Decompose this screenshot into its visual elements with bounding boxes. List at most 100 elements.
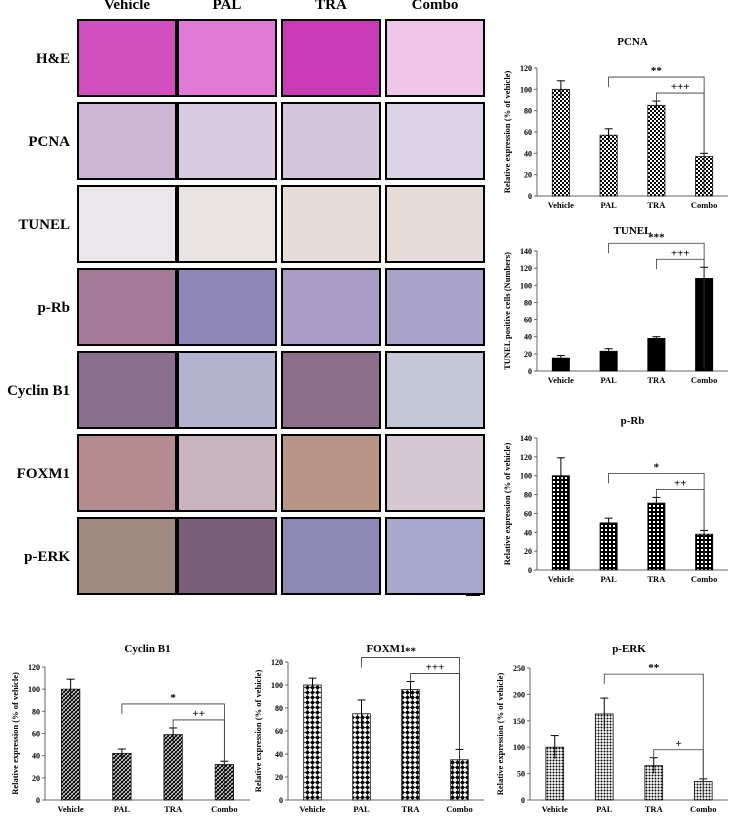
y-tick-label: 50 (517, 770, 525, 779)
x-tick-label: TRA (647, 574, 666, 584)
bar (61, 688, 81, 801)
significance-label: * (654, 461, 660, 473)
y-axis-label: Relative expression (% of vehicle) (10, 672, 20, 795)
significance-label: + (675, 738, 681, 750)
x-tick-label: Combo (691, 200, 717, 210)
y-tick-label: 80 (32, 707, 40, 716)
significance-bracket (655, 489, 705, 568)
bar (303, 684, 322, 801)
chart: TUNEL TUNEL positive cells (Numbers) 0 20 40… (502, 225, 728, 385)
row-label: TUNEL (18, 217, 70, 233)
y-tick-label: 40 (524, 149, 532, 158)
significance-bracket (655, 92, 705, 194)
chart-title: FOXM1 (366, 643, 405, 655)
y-tick-label: 250 (513, 664, 525, 673)
y-tick-label: 80 (524, 107, 532, 116)
y-tick-label: 60 (524, 509, 532, 518)
x-tick-label: Vehicle (548, 200, 574, 210)
significance-label: +++ (426, 662, 445, 674)
bar (163, 734, 183, 801)
y-tick-label: 120 (520, 264, 532, 273)
significance-label: * (170, 692, 176, 704)
micrograph (281, 102, 381, 180)
micrograph (385, 19, 485, 97)
x-tick-label: PAL (600, 574, 617, 584)
micrograph (281, 268, 381, 346)
significance-label: *** (648, 231, 665, 243)
y-tick-label: 40 (32, 752, 40, 761)
micrograph (177, 102, 277, 180)
significance-label: ** (648, 662, 660, 674)
y-tick-label: 120 (520, 64, 532, 73)
chart-title: Cyclin B1 (124, 643, 170, 655)
y-tick-label: 40 (524, 528, 532, 537)
x-tick-label: TRA (647, 375, 666, 385)
significance-bracket (653, 749, 704, 798)
chart-title: PCNA (617, 36, 648, 48)
x-tick-label: TRA (645, 804, 664, 814)
y-tick-label: 100 (513, 743, 525, 752)
chart: p-ERK Relative expression (% of vehicle) 0… (495, 643, 728, 814)
chart-title: TUNEL (614, 225, 652, 237)
x-tick-label: TRA (402, 804, 421, 814)
bar (599, 522, 618, 571)
row-label: H&E (36, 51, 70, 67)
micrograph (281, 185, 381, 263)
bar (112, 753, 132, 801)
y-axis-label: Relative expression (% of vehicle) (502, 71, 512, 194)
y-tick-label: 120 (520, 453, 532, 462)
column-label: TRA (315, 0, 347, 13)
y-tick-label: 120 (271, 658, 283, 667)
y-tick-label: 20 (524, 350, 532, 359)
x-tick-label: PAL (600, 375, 617, 385)
y-axis-label: TUNEL positive cells (Numbers) (502, 252, 512, 370)
y-tick-label: 80 (524, 298, 532, 307)
y-tick-label: 100 (520, 281, 532, 290)
chart-title: p-ERK (612, 643, 646, 655)
micrograph (177, 351, 277, 429)
micrograph (385, 351, 485, 429)
micrograph (77, 351, 177, 429)
y-tick-label: 0 (528, 566, 532, 575)
micrograph (385, 434, 485, 512)
x-tick-label: Vehicle (548, 375, 574, 385)
y-tick-label: 100 (271, 681, 283, 690)
y-tick-label: 100 (520, 85, 532, 94)
bar (647, 338, 666, 372)
micrograph (177, 268, 277, 346)
micrograph (177, 517, 277, 595)
micrograph (385, 517, 485, 595)
bar (647, 104, 666, 197)
y-tick-label: 60 (524, 128, 532, 137)
y-tick-label: 100 (520, 472, 532, 481)
bar (401, 689, 420, 801)
x-tick-label: TRA (164, 804, 183, 814)
micrograph (385, 185, 485, 263)
y-tick-label: 140 (520, 247, 532, 256)
row-label: PCNA (28, 134, 70, 150)
x-tick-label: Combo (690, 804, 716, 814)
y-tick-label: 40 (524, 333, 532, 342)
chart-title: p-Rb (621, 415, 645, 427)
bar (599, 134, 618, 197)
x-tick-label: PAL (600, 200, 617, 210)
x-tick-label: Combo (691, 574, 717, 584)
y-tick-label: 0 (528, 367, 532, 376)
chart: p-Rb Relative expression (% of vehicle) 0 2… (502, 415, 728, 584)
significance-label: ** (651, 65, 663, 77)
x-tick-label: Vehicle (58, 804, 84, 814)
chart: FOXM1 Relative expression (% of vehicle) 0… (253, 643, 484, 814)
micrograph (77, 185, 177, 263)
column-label: PAL (213, 0, 242, 13)
x-tick-label: Combo (691, 375, 717, 385)
x-tick-label: PAL (596, 804, 613, 814)
y-tick-label: 150 (513, 717, 525, 726)
x-tick-label: TRA (647, 200, 666, 210)
significance-label: ** (405, 646, 417, 658)
y-tick-label: 20 (524, 171, 532, 180)
bar (551, 88, 570, 197)
y-tick-label: 60 (275, 727, 283, 736)
y-tick-label: 0 (521, 796, 525, 805)
significance-bracket (410, 673, 460, 798)
